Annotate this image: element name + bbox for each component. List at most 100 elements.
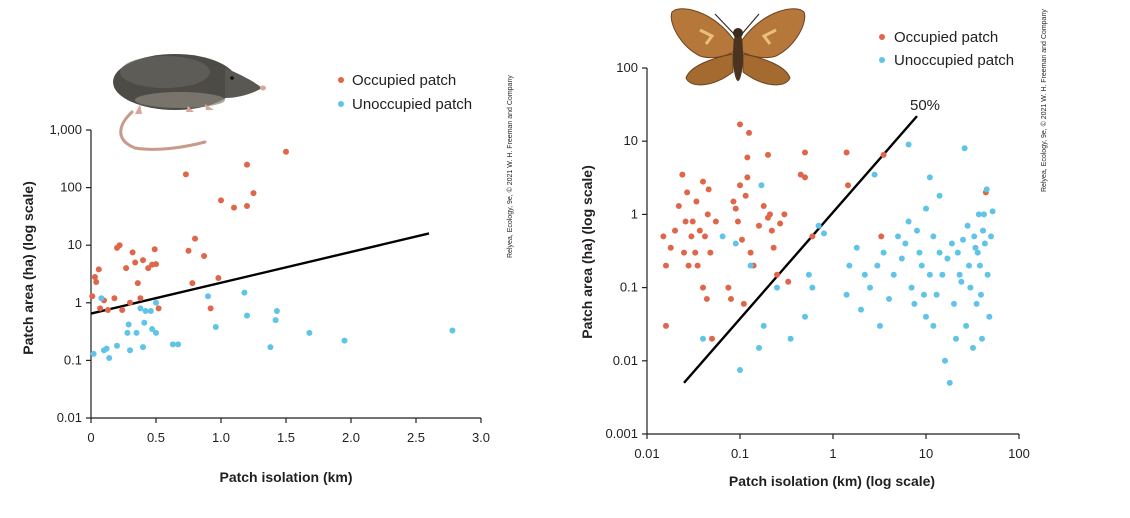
left-x-tick-label: 1.5 [277, 430, 295, 445]
right-unoccupied-point [926, 271, 933, 278]
right-occupied-point [679, 171, 686, 178]
left-occupied-point [189, 280, 196, 287]
right-y-axis-title: Patch area (ha) (log scale) [579, 165, 595, 339]
right-occupied-point [781, 211, 788, 218]
right-unoccupied-point [956, 271, 963, 278]
right-occupied-point [684, 189, 691, 196]
right-occupied-point [746, 129, 753, 136]
left-occupied-point [97, 305, 104, 312]
right-unoccupied-point [923, 205, 929, 212]
left-unoccupied-point [273, 308, 280, 315]
right-occupied-point [785, 278, 792, 285]
right-unoccupied-point [986, 313, 993, 320]
left-unoccupied-point [98, 295, 105, 302]
left-y-tick-label: 100 [60, 180, 82, 195]
butterfly-chart: 0.001 0.01 0.1 1 10 100 0.01 0.1 1 10 100 Patch i… [579, 8, 1048, 489]
left-x-tick-label: 2.0 [342, 430, 360, 445]
left-unoccupied-point [125, 321, 132, 328]
right-unoccupied-point [874, 262, 881, 269]
right-unoccupied-point [977, 291, 984, 298]
left-occupied-point [192, 235, 198, 242]
left-occupied-point [155, 305, 162, 312]
right-unoccupied-point [916, 249, 923, 256]
right-unoccupied-point [774, 284, 781, 291]
left-unoccupied-point [272, 317, 279, 324]
right-unoccupied-point [984, 271, 991, 278]
left-occupied-point [182, 171, 189, 178]
legend-occupied-label: Occupied patch [352, 72, 456, 89]
right-unoccupied-point [989, 208, 996, 215]
left-occupied-point [93, 278, 100, 285]
left-unoccupied-point [140, 344, 146, 351]
right-occupied-point [707, 249, 714, 256]
right-unoccupied-point [976, 262, 983, 269]
left-unoccupied-point [124, 329, 131, 336]
right-occupied-point [696, 227, 703, 234]
left-unoccupied-point [205, 293, 211, 300]
legend-unoccupied-marker [879, 57, 885, 63]
right-occupied-point [671, 227, 678, 234]
right-unoccupied-point [787, 335, 794, 342]
right-occupied-point [809, 233, 816, 240]
left-occupied-point [153, 261, 159, 268]
right-unoccupied-point [820, 230, 827, 237]
left-unoccupied-point [127, 347, 133, 354]
right-unoccupied-point [805, 271, 812, 278]
right-unoccupied-point [861, 271, 868, 278]
left-occupied-point [127, 299, 133, 306]
right-unoccupied-point [981, 240, 988, 247]
left-unoccupied-point [142, 308, 149, 315]
right-unoccupied-point [975, 211, 982, 218]
right-unoccupied-point [978, 335, 985, 342]
right-occupied-point [737, 121, 743, 128]
left-x-tick-label: 0 [87, 430, 94, 445]
left-occupied-point [137, 295, 144, 302]
right-unoccupied-point [971, 233, 978, 240]
left-occupied-point [145, 265, 152, 272]
left-unoccupied-point [169, 341, 176, 348]
right-occupied-point [730, 198, 737, 205]
left-unoccupied-point [114, 342, 120, 349]
left-occupied-point [215, 274, 222, 281]
right-occupied-point [744, 174, 751, 181]
right-unoccupied-point [939, 271, 946, 278]
right-occupied-point [802, 174, 809, 181]
left-unoccupied-point [449, 327, 456, 334]
right-unoccupied-point [952, 335, 959, 342]
left-occupied-point [207, 305, 214, 312]
right-occupied-point [692, 249, 699, 256]
left-occupied-point [89, 293, 96, 300]
right-unoccupied-point [902, 240, 909, 247]
right-occupied-point [744, 154, 751, 161]
right-unoccupied-point [867, 284, 874, 291]
right-unoccupied-point [846, 262, 853, 269]
right-occupied-point [742, 192, 749, 199]
legend-occupied-marker [879, 34, 885, 40]
right-unoccupied-point [969, 344, 976, 351]
right-occupied-point [766, 211, 773, 218]
right-unoccupied-point [880, 249, 887, 256]
right-occupied-point [738, 236, 745, 243]
right-x-tick-label: 10 [919, 446, 933, 461]
left-y-tick-label: 0.01 [57, 410, 82, 425]
right-credit: Relyea, Ecology, 9e, © 2021 W. H. Freema… [1040, 9, 1048, 192]
right-unoccupied-point [699, 335, 706, 342]
right-occupied-point [709, 335, 716, 342]
left-legend: Occupied patch Unoccupied patch [338, 72, 472, 113]
legend-unoccupied-marker [338, 101, 344, 107]
left-y-tick-label: 1 [75, 295, 82, 310]
left-occupied-point [119, 306, 126, 313]
right-occupied-point [662, 322, 669, 329]
right-unoccupied-point [853, 244, 860, 251]
left-x-tick-label: 0.5 [147, 430, 165, 445]
left-unoccupied-point [153, 329, 159, 336]
right-occupied-point [732, 205, 739, 212]
right-unoccupied-point [802, 313, 809, 320]
left-unoccupied-point [106, 355, 113, 362]
right-occupied-point [843, 149, 850, 156]
left-unoccupied-point [103, 345, 110, 352]
right-occupied-point [660, 233, 667, 240]
right-unoccupied-point [857, 306, 864, 313]
right-unoccupied-point [936, 192, 943, 199]
